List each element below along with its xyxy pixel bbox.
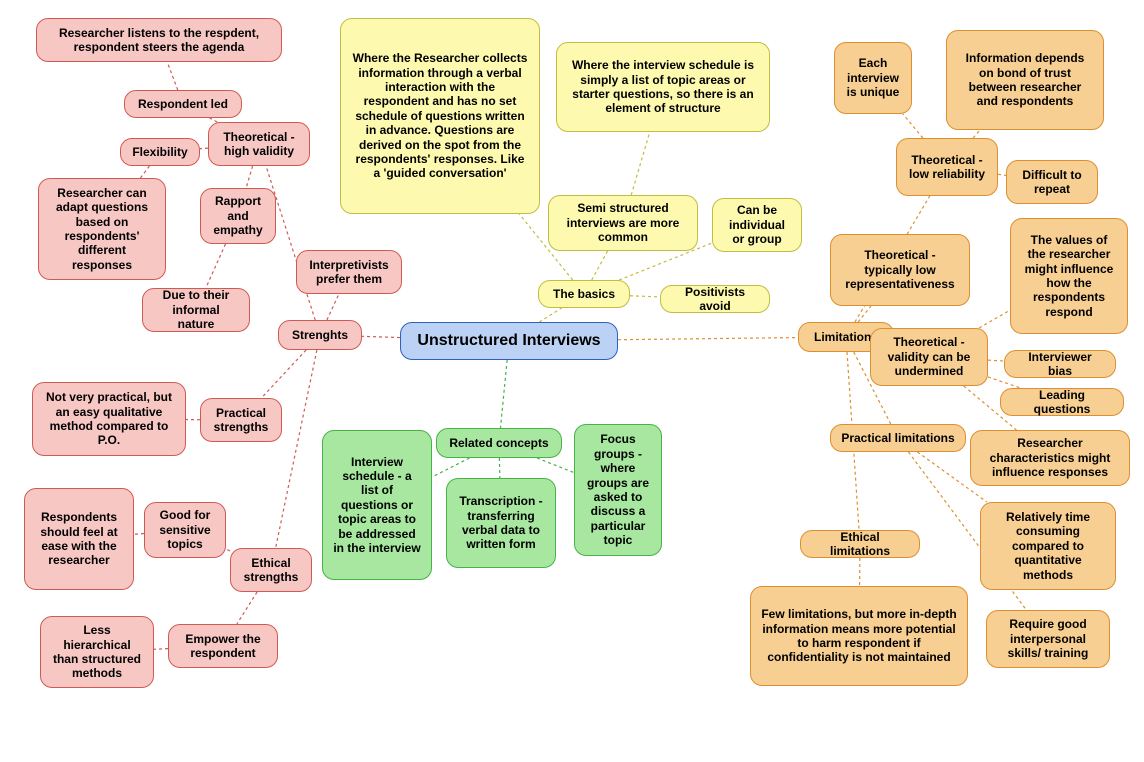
edge-s_rapport-s_informal	[206, 244, 226, 288]
node-l_rep: Theoretical - typically low representati…	[830, 234, 970, 306]
node-b_semi: Semi structured interviews are more comm…	[548, 195, 698, 251]
edge-strengths-s_thv	[266, 166, 315, 320]
node-l_valid: Theoretical - validity can be undermined	[870, 328, 988, 386]
node-s_rapport: Rapport and empathy	[200, 188, 276, 244]
node-l_trust: Information depends on bond of trust bet…	[946, 30, 1104, 130]
node-l_repeat: Difficult to repeat	[1006, 160, 1098, 204]
node-r_focus: Focus groups - where groups are asked to…	[574, 424, 662, 556]
edge-root-related	[500, 360, 507, 428]
edge-basics-b_semi	[592, 251, 608, 280]
edge-strengths-s_eth	[276, 350, 317, 548]
node-s_pract_d: Not very practical, but an easy qualitat…	[32, 382, 186, 456]
edge-l_rel-l_unique	[903, 114, 923, 138]
edge-l_rel-l_repeat	[998, 174, 1006, 175]
edge-related-r_trans	[499, 458, 500, 478]
node-s_sens: Good for sensitive topics	[144, 502, 226, 558]
node-related: Related concepts	[436, 428, 562, 458]
node-s_informal: Due to their informal nature	[142, 288, 250, 332]
node-l_rel: Theoretical - low reliability	[896, 138, 998, 196]
node-l_lead: Leading questions	[1000, 388, 1124, 416]
edge-related-r_sched	[432, 458, 469, 477]
node-b_pos: Positivists avoid	[660, 285, 770, 313]
edge-s_flex-s_adapt	[140, 166, 149, 178]
edge-limits-l_rep	[858, 306, 871, 322]
node-r_sched: Interview schedule - a list of questions…	[322, 430, 432, 580]
node-basics: The basics	[538, 280, 630, 308]
node-l_unique: Each interview is unique	[834, 42, 912, 114]
edge-s_eth-s_empower	[237, 592, 257, 624]
node-l_char: Researcher characteristics might influen…	[970, 430, 1130, 486]
node-l_time: Relatively time consuming compared to qu…	[980, 502, 1116, 590]
edge-l_valid-l_values	[979, 310, 1010, 328]
node-l_eth: Ethical limitations	[800, 530, 920, 558]
edge-root-limits	[618, 338, 798, 340]
node-s_adapt: Researcher can adapt questions based on …	[38, 178, 166, 280]
edge-s_eth-s_sens	[226, 549, 230, 551]
node-s_thv: Theoretical - high validity	[208, 122, 310, 166]
node-s_pract: Practical strengths	[200, 398, 282, 442]
edge-strengths-s_pract	[261, 350, 306, 398]
edge-root-basics	[539, 308, 561, 322]
node-b_sched: Where the interview schedule is simply a…	[556, 42, 770, 132]
node-s_respled: Respondent led	[124, 90, 242, 118]
node-l_eth_d: Few limitations, but more in-depth infor…	[750, 586, 968, 686]
edge-s_thv-s_rapport	[246, 166, 252, 188]
edge-l_valid-l_bias	[988, 360, 1004, 361]
node-l_values: The values of the researcher might influ…	[1010, 218, 1128, 334]
node-l_bias: Interviewer bias	[1004, 350, 1116, 378]
edge-strengths-s_interp	[327, 294, 339, 320]
node-b_grp: Can be individual or group	[712, 198, 802, 252]
node-s_hier: Less hierarchical than structured method…	[40, 616, 154, 688]
edge-b_semi-b_sched	[631, 132, 650, 195]
node-s_empower: Empower the respondent	[168, 624, 278, 668]
node-root: Unstructured Interviews	[400, 322, 618, 360]
edge-root-strengths	[362, 336, 400, 337]
node-s_eth: Ethical strengths	[230, 548, 312, 592]
node-s_listen: Researcher listens to the respdent, resp…	[36, 18, 282, 62]
node-s_ease: Respondents should feel at ease with the…	[24, 488, 134, 590]
edge-basics-b_pos	[630, 296, 660, 297]
edge-l_valid-l_lead	[988, 377, 1021, 388]
node-strengths: Strenghts	[278, 320, 362, 350]
edge-s_thv-s_flex	[200, 148, 208, 149]
node-l_skills: Require good interpersonal skills/ train…	[986, 610, 1110, 668]
edge-s_respled-s_listen	[167, 62, 178, 90]
node-r_trans: Transcription - transferring verbal data…	[446, 478, 556, 568]
node-s_interp: Interpretivists prefer them	[296, 250, 402, 294]
edge-related-r_focus	[537, 458, 574, 473]
node-b_def: Where the Researcher collects informatio…	[340, 18, 540, 214]
edge-s_sens-s_ease	[134, 533, 144, 534]
edge-s_empower-s_hier	[154, 649, 168, 650]
edge-l_rel-l_trust	[973, 130, 980, 138]
node-l_pract: Practical limitations	[830, 424, 966, 452]
mindmap-canvas: Unstructured Interviews The basics Where t…	[0, 0, 1144, 762]
node-s_flex: Flexibility	[120, 138, 200, 166]
